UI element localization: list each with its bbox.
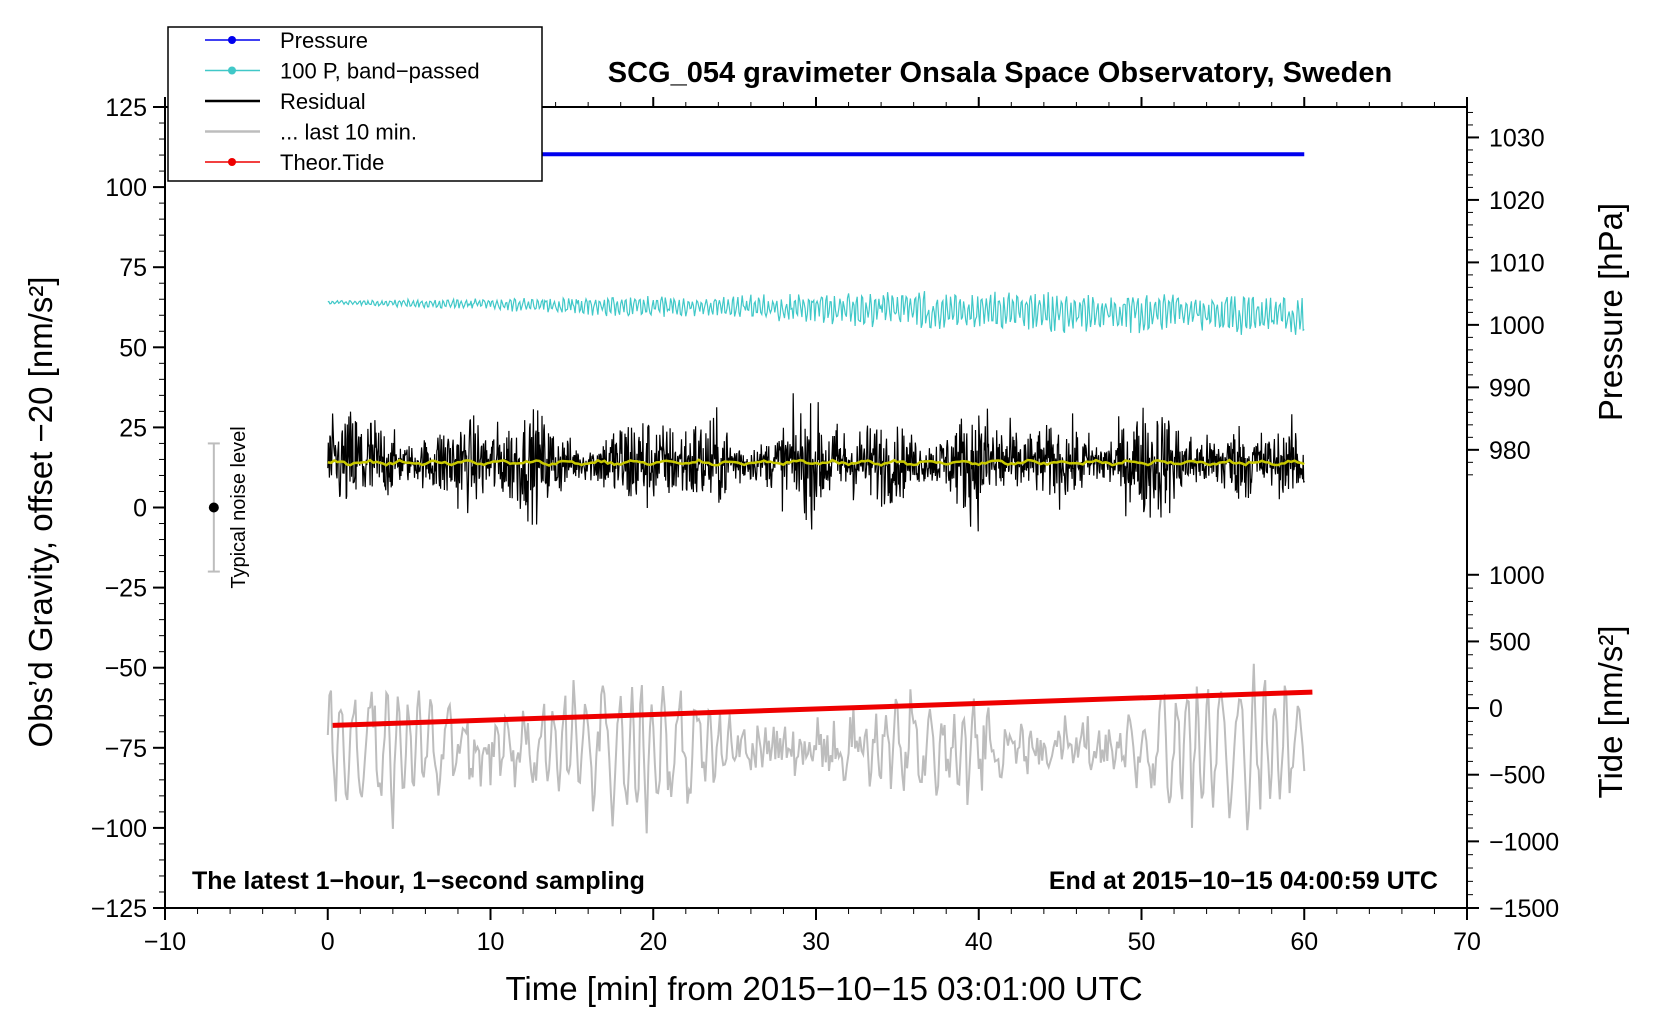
x-tick-label: 0: [321, 928, 335, 956]
axes-layer: −10 0 10 20 30 40 50 60 701251007550250−25−50−75…: [91, 94, 1560, 956]
tide-tick-label: −1000: [1489, 828, 1559, 856]
y-axis-title-left: Obs’d Gravity, offset −20 [nm/s²]: [22, 276, 59, 747]
x-tick-label: 40: [965, 928, 993, 956]
y-tick-label-left: −25: [105, 575, 147, 603]
x-axis-title: Time [min] from 2015−10−15 03:01:00 UTC: [505, 970, 1142, 1007]
tide-tick-label: 0: [1489, 695, 1503, 723]
x-tick-label: 70: [1453, 928, 1481, 956]
pressure-tick-label: 1030: [1489, 124, 1545, 152]
y-tick-label-left: 0: [133, 495, 147, 523]
y-tick-label-left: −50: [105, 655, 147, 683]
y-tick-label-left: 125: [105, 94, 147, 122]
legend-label: Residual: [280, 89, 366, 114]
noise-bar-label: Typical noise level: [228, 426, 250, 588]
x-tick-label: 10: [477, 928, 505, 956]
x-tick-label: 20: [639, 928, 667, 956]
legend: Pressure 100 P, band−passed Residual ... la…: [167, 26, 543, 182]
y-tick-label-left: −125: [91, 895, 147, 923]
series-last-10-min: [326, 663, 1306, 834]
y-tick-label-left: −100: [91, 815, 147, 843]
annotation-end-time: End at 2015−10−15 04:00:59 UTC: [1049, 867, 1438, 895]
tide-tick-label: 1000: [1489, 562, 1545, 590]
series-residual-mean: [327, 458, 1305, 467]
tide-tick-label: −500: [1489, 762, 1545, 790]
pressure-tick-label: 980: [1489, 437, 1531, 465]
y-tick-label-left: 75: [119, 254, 147, 282]
noise-bar-center: [208, 502, 219, 513]
legend-label: Theor.Tide: [280, 150, 384, 175]
y-tick-label-left: 100: [105, 174, 147, 202]
legend-label: ... last 10 min.: [280, 120, 417, 145]
pressure-tick-label: 1000: [1489, 312, 1545, 340]
x-tick-label: 60: [1290, 928, 1318, 956]
pressure-tick-label: 1010: [1489, 249, 1545, 277]
series-bandpassed-pressure: [327, 291, 1305, 335]
y-tick-label-left: 25: [119, 414, 147, 442]
y-tick-label-left: −75: [105, 735, 147, 763]
legend-box: [167, 26, 543, 182]
legend-marker: [228, 66, 236, 75]
pressure-tick-label: 1020: [1489, 187, 1545, 215]
annotation-sampling: The latest 1−hour, 1−second sampling: [192, 867, 645, 895]
data-layer: Typical noise level: [207, 152, 1313, 834]
chart-title: SCG_054 gravimeter Onsala Space Observat…: [608, 57, 1392, 89]
legend-label: Pressure: [280, 28, 368, 53]
x-tick-label: 30: [802, 928, 830, 956]
tide-tick-label: −1500: [1489, 895, 1559, 923]
legend-marker: [228, 36, 236, 44]
y-axis-title-pressure: Pressure [hPa]: [1592, 203, 1629, 421]
legend-label: 100 P, band−passed: [280, 59, 480, 84]
series-theoretical-tide: [332, 689, 1313, 728]
series-residual: [327, 393, 1305, 532]
legend-marker: [228, 158, 236, 166]
tide-tick-label: 500: [1489, 628, 1531, 656]
y-axis-title-tide: Tide [nm/s²]: [1592, 626, 1629, 799]
pressure-tick-label: 990: [1489, 374, 1531, 402]
x-tick-label: 50: [1128, 928, 1156, 956]
x-tick-label: −10: [144, 928, 186, 956]
y-tick-label-left: 50: [119, 334, 147, 362]
